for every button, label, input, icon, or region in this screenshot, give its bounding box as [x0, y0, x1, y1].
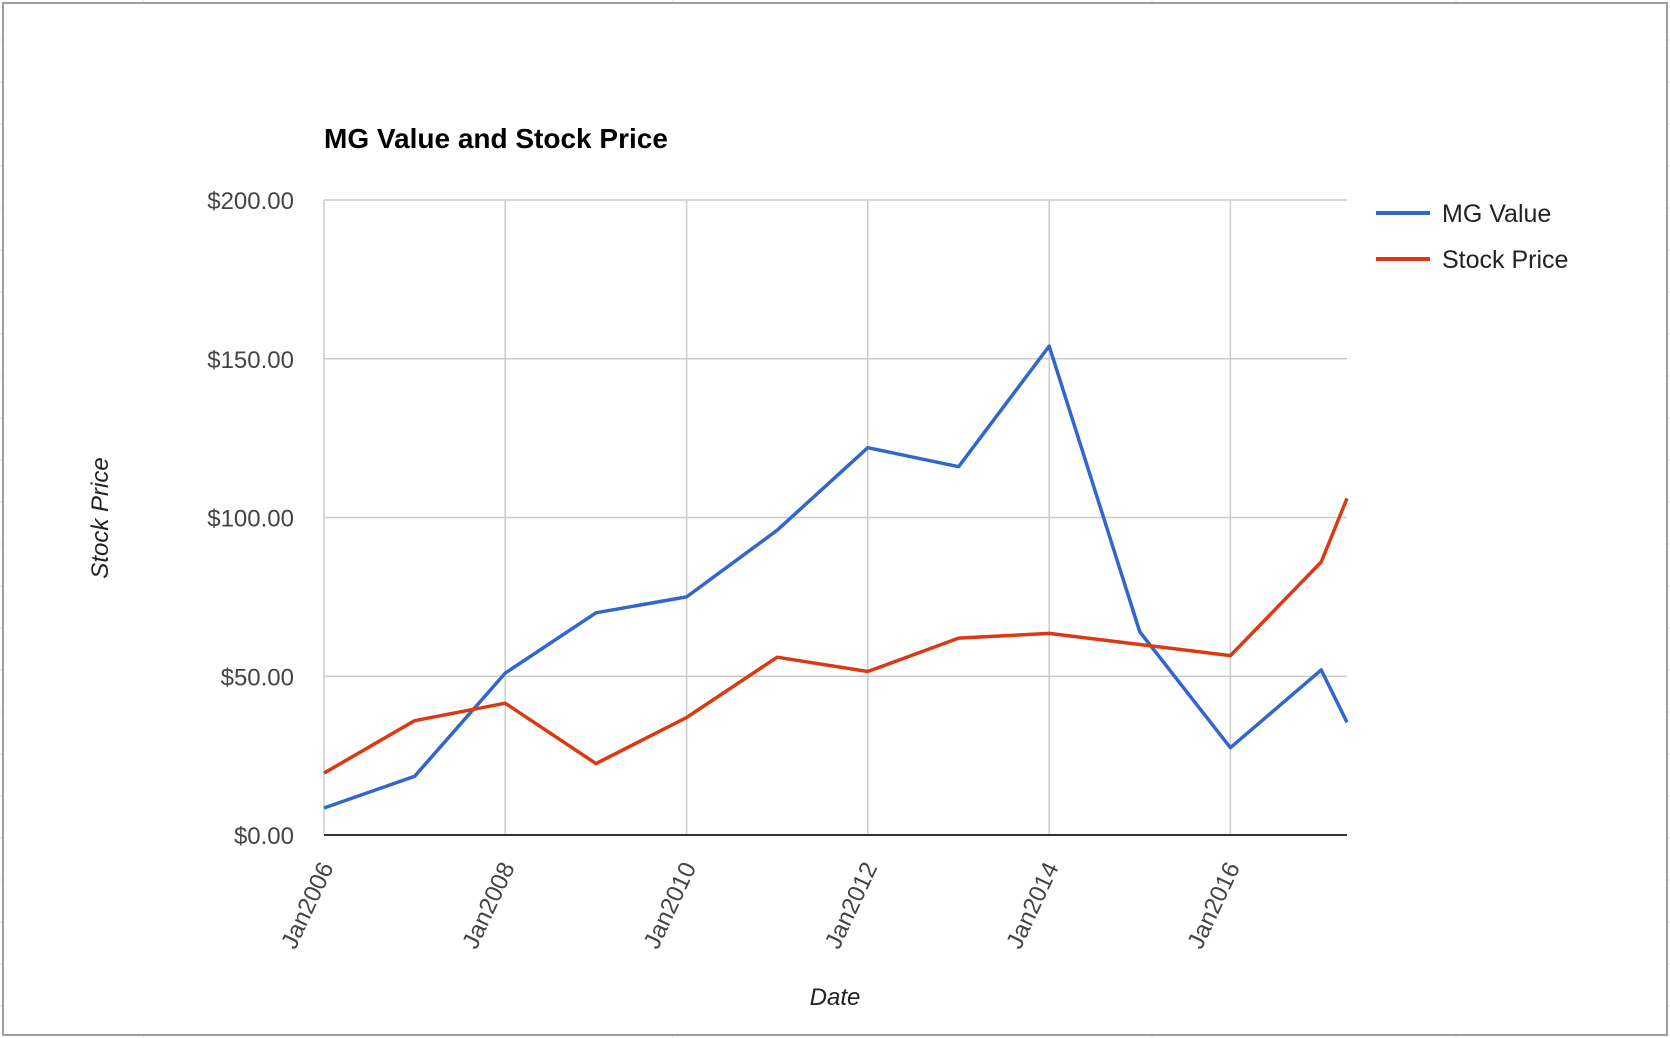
- series-line-mg-value: [323, 344, 1349, 810]
- y-tick-label: $200.00: [207, 188, 294, 215]
- y-axis-title: Stock Price: [87, 457, 114, 578]
- y-tick-label: $0.00: [234, 823, 294, 850]
- legend-label: MG Value: [1442, 200, 1551, 228]
- chart-title: MG Value and Stock Price: [324, 123, 668, 154]
- y-tick-label: $150.00: [207, 347, 294, 374]
- plot-series: [323, 344, 1349, 810]
- grid: [323, 199, 1347, 835]
- x-axis-title: Date: [810, 984, 861, 1011]
- y-tick-label: $100.00: [207, 506, 294, 533]
- legend: MG Value Stock Price: [1376, 200, 1568, 274]
- series-line-stock-price: [323, 497, 1349, 775]
- legend-label: Stock Price: [1442, 246, 1568, 274]
- y-tick-label: $50.00: [221, 664, 294, 691]
